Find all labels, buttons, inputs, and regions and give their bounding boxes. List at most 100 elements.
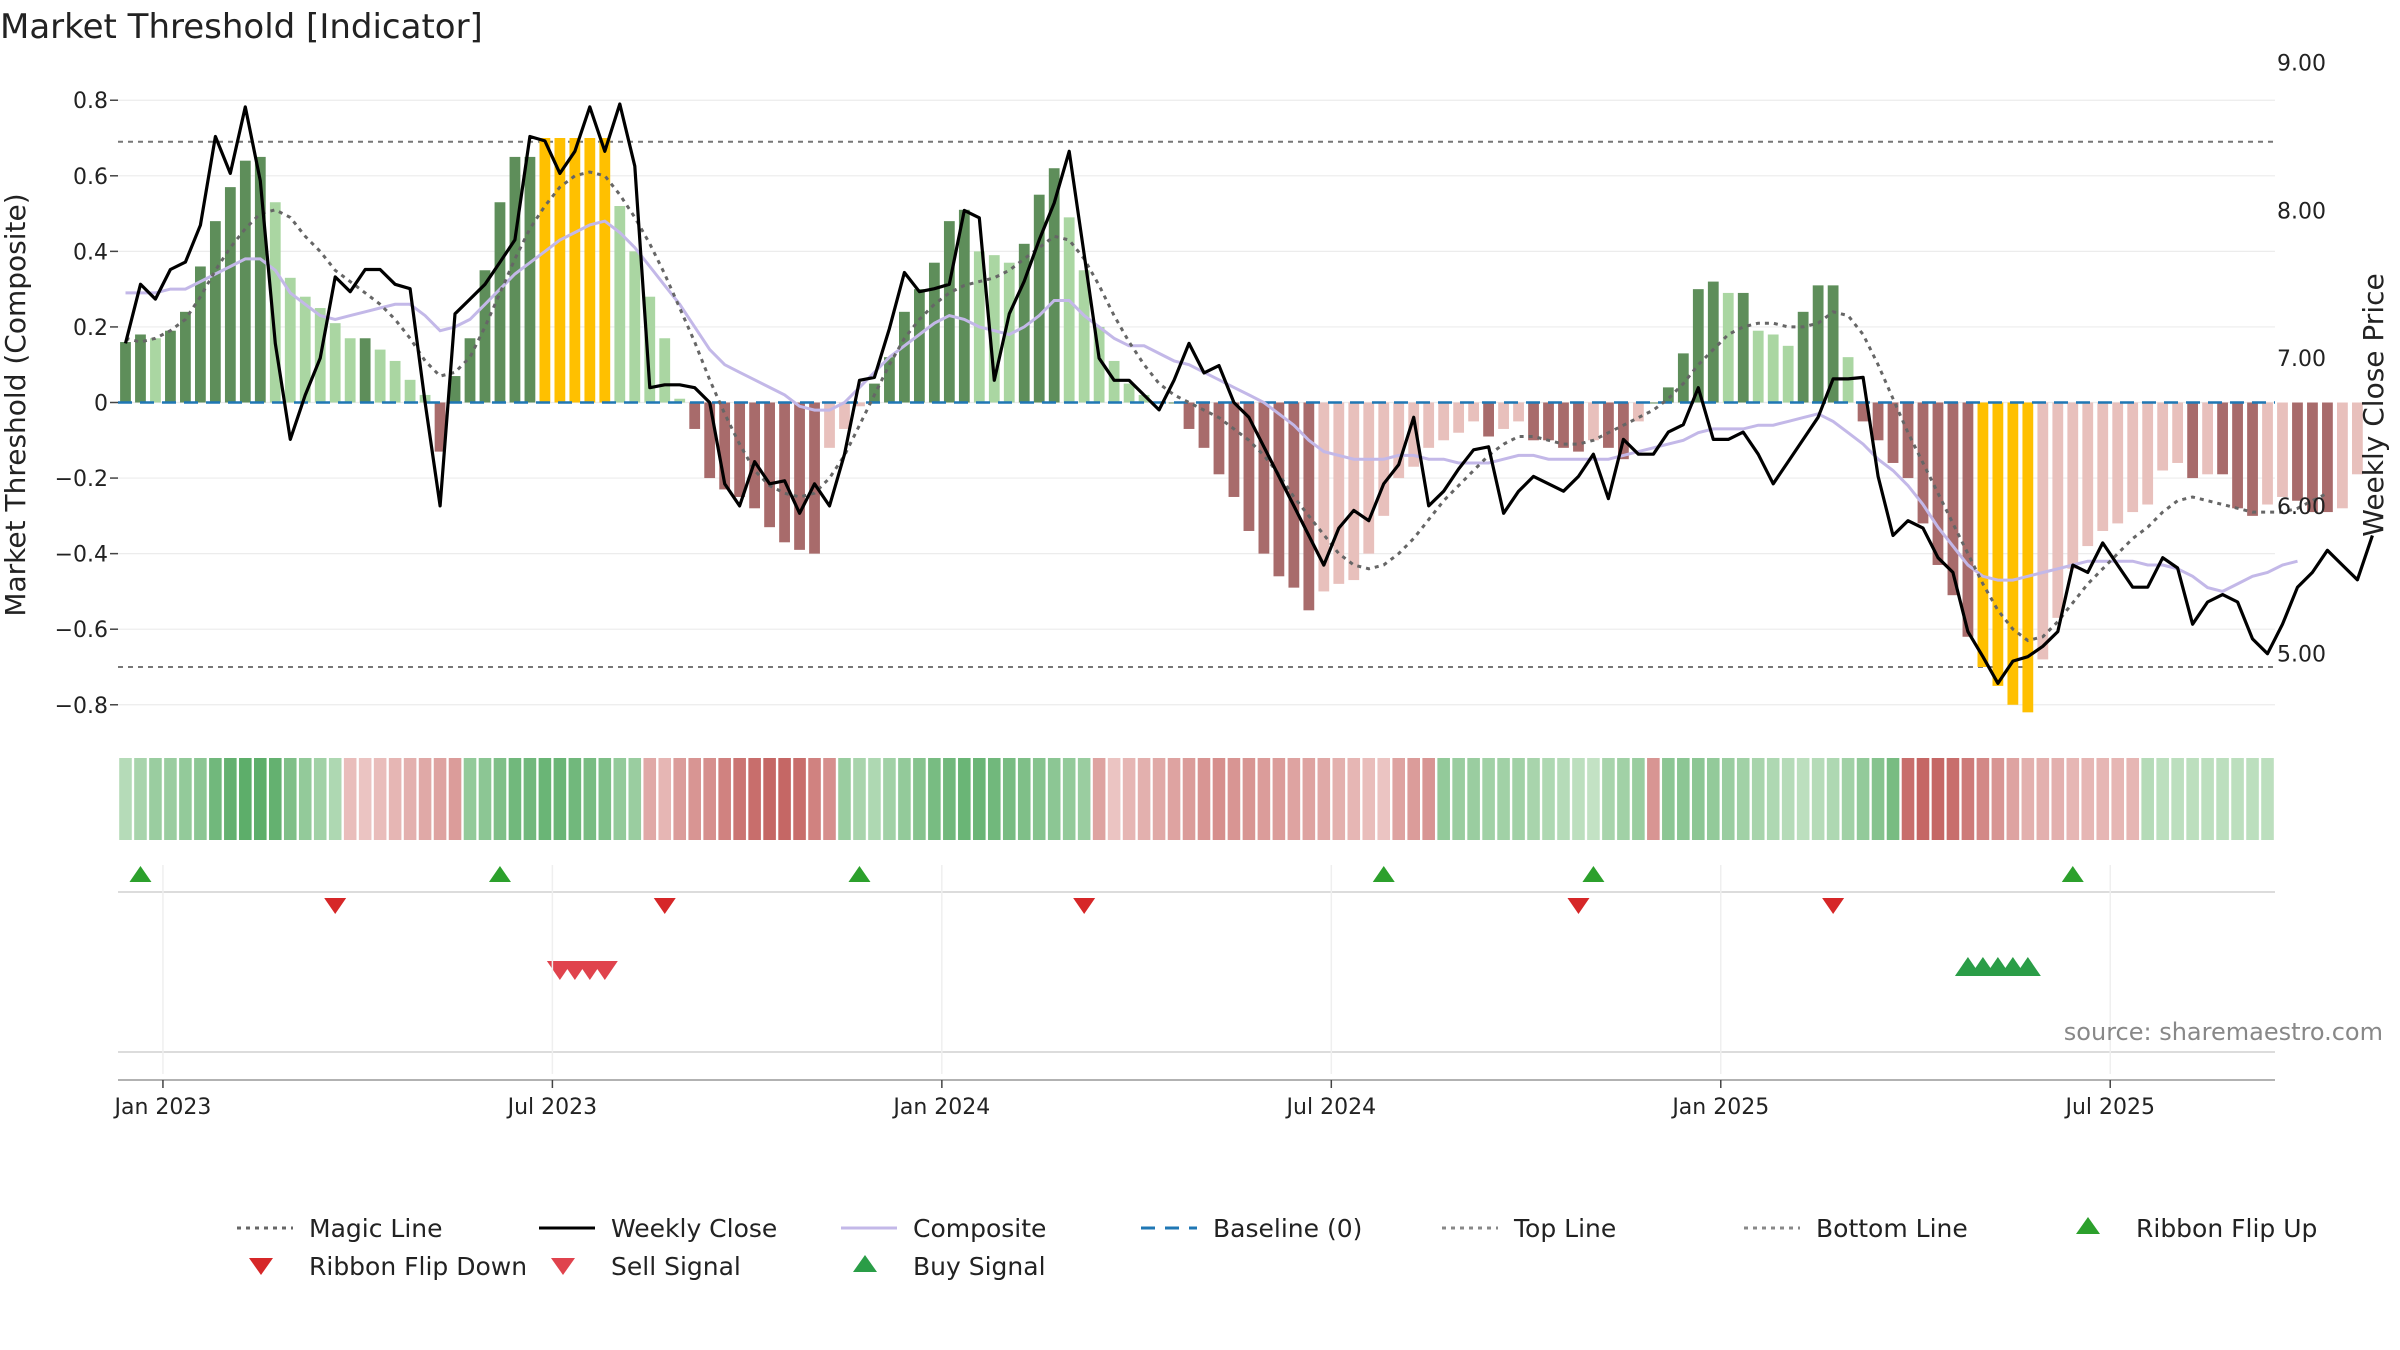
ribbon-cell — [868, 758, 881, 840]
ribbon-cell — [1077, 758, 1091, 840]
composite-bar — [254, 156, 266, 403]
ribbon-cell — [194, 758, 207, 840]
composite-bar — [509, 156, 521, 403]
ribbon-cell — [1452, 758, 1465, 840]
ribbon-cell — [2066, 758, 2080, 840]
ribbon-cell — [2261, 758, 2274, 840]
composite-bar — [1737, 292, 1749, 403]
y-tick-label: −0.6 — [55, 618, 108, 643]
composite-bar — [135, 334, 146, 403]
composite-bar — [449, 376, 461, 403]
composite-bar — [569, 138, 581, 403]
composite-bar — [2037, 402, 2049, 660]
composite-bar — [1318, 402, 1330, 592]
ribbon-flip-down-marker — [1822, 898, 1845, 914]
sell-signal-marker — [591, 961, 618, 980]
ribbon-cell — [1092, 758, 1106, 840]
composite-bar — [180, 311, 191, 403]
legend-swatch — [249, 1258, 273, 1275]
ribbon-cell — [718, 758, 731, 840]
ribbon-cell — [1437, 758, 1450, 840]
ribbon-cell — [508, 758, 522, 840]
y-axis-label: Market Threshold (Composite) — [0, 193, 32, 616]
ribbon-cell — [943, 758, 956, 840]
ribbon-cell — [2021, 758, 2035, 840]
composite-bar — [1947, 402, 1959, 596]
legend-label: Bottom Line — [1816, 1214, 1968, 1243]
legend-item: Magic Line — [237, 1214, 443, 1243]
composite-bar — [2052, 402, 2064, 618]
composite-bar — [359, 338, 371, 403]
ribbon-cell — [164, 758, 177, 840]
composite-bar — [1513, 402, 1524, 422]
ribbon-cell — [1242, 758, 1256, 840]
ribbon-cell — [1527, 758, 1540, 840]
composite-bar — [1558, 402, 1569, 448]
ribbon-cell — [433, 758, 447, 840]
composite-bar — [1183, 402, 1195, 429]
ribbon-cell — [1482, 758, 1495, 840]
composite-bar — [1707, 281, 1719, 403]
composite-bar — [928, 262, 940, 403]
composite-bar — [224, 187, 236, 403]
ribbon-cell — [149, 758, 162, 840]
ribbon-cell — [2051, 758, 2065, 840]
ribbon-cell — [1572, 758, 1585, 840]
ribbon-cell — [1781, 758, 1795, 840]
ribbon-cell — [553, 758, 567, 840]
ribbon-cell — [1736, 758, 1750, 840]
composite-bar — [629, 251, 641, 403]
composite-bar — [884, 357, 895, 403]
ribbon-cell — [1047, 758, 1061, 840]
ribbon-cell — [1467, 758, 1480, 840]
composite-bar — [479, 270, 491, 403]
composite-bar — [1588, 402, 1599, 441]
x-tick-label: Jan 2024 — [891, 1095, 990, 1120]
composite-bar — [150, 338, 161, 403]
composite-bar — [1632, 402, 1644, 422]
ribbon-cell — [703, 758, 716, 840]
y-tick-label: 0.4 — [73, 240, 108, 265]
y-axis: 0.8 0.6 0.4 0.2 0 −0.2 −0.4 −0.6 −0.8 — [55, 89, 118, 719]
ribbon-cell — [1392, 758, 1406, 840]
composite-bar — [2277, 402, 2288, 497]
ribbon-cell — [523, 758, 537, 840]
composite-bar — [1348, 402, 1360, 581]
legend-item: Ribbon Flip Up — [2076, 1214, 2317, 1243]
ribbon-cell — [733, 758, 746, 840]
ribbon-cell — [313, 758, 327, 840]
ribbon-cell — [613, 758, 627, 840]
ribbon-cell — [418, 758, 432, 840]
ribbon-cell — [1017, 758, 1031, 840]
ribbon-cell — [373, 758, 387, 840]
composite-bar — [1932, 402, 1944, 565]
ribbon-flip-down-marker — [653, 898, 676, 914]
composite-bar — [584, 138, 596, 403]
composite-bar — [2247, 402, 2258, 516]
ribbon-cell — [2156, 758, 2169, 840]
composite-bar — [1453, 402, 1465, 433]
ribbon-cell — [883, 758, 896, 840]
ribbon-cell — [958, 758, 971, 840]
y2-tick-label: 8.00 — [2277, 199, 2326, 224]
ribbon-cell — [1122, 758, 1136, 840]
composite-bar — [1573, 402, 1584, 452]
ribbon-cell — [209, 758, 222, 840]
composite-bar — [764, 402, 775, 528]
composite-bar — [1977, 402, 1989, 667]
legend-label: Weekly Close — [611, 1214, 777, 1243]
ribbon-cell — [568, 758, 582, 840]
composite-bar — [1363, 402, 1375, 554]
ribbon-cell — [808, 758, 821, 840]
composite-bar — [1857, 402, 1869, 422]
x-tick-label: Jul 2024 — [1285, 1095, 1377, 1120]
composite-bar — [494, 202, 506, 403]
composite-bar — [1243, 402, 1255, 531]
ribbon-cell — [973, 758, 986, 840]
composite-bar — [1528, 402, 1539, 441]
composite-bar — [689, 402, 701, 429]
composite-bar — [2157, 402, 2169, 471]
legend-item: Sell Signal — [551, 1252, 741, 1281]
legend-label: Composite — [913, 1214, 1046, 1243]
composite-bar — [1498, 402, 1509, 429]
